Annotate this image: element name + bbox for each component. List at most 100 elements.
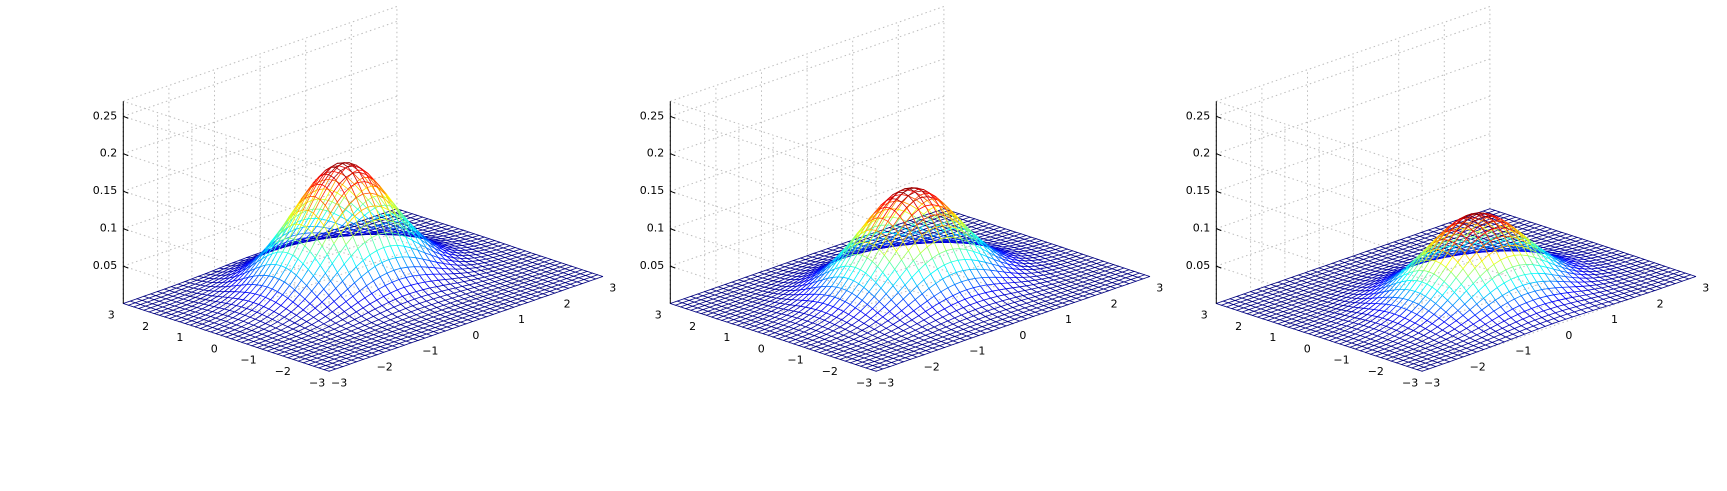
mesh-segment bbox=[753, 322, 762, 327]
mesh-segment bbox=[295, 335, 303, 339]
mesh-segment bbox=[733, 288, 741, 293]
mesh-segment bbox=[748, 280, 757, 284]
mesh-segment bbox=[417, 308, 424, 313]
mesh-segment bbox=[736, 322, 745, 326]
mesh-segment bbox=[447, 235, 456, 238]
mesh-segment bbox=[304, 195, 311, 199]
mesh-segment bbox=[875, 282, 882, 289]
mesh-segment bbox=[489, 249, 497, 253]
mesh-segment bbox=[411, 213, 418, 216]
mesh-segment bbox=[372, 220, 379, 235]
mesh-segment bbox=[530, 291, 539, 295]
gridline-z bbox=[123, 115, 330, 185]
mesh-segment bbox=[400, 225, 407, 238]
mesh-segment bbox=[873, 243, 880, 249]
mesh-segment bbox=[461, 300, 470, 304]
mesh-segment bbox=[417, 281, 426, 284]
mesh-segment bbox=[143, 309, 150, 313]
mesh-segment bbox=[198, 317, 205, 321]
mesh-segment bbox=[429, 236, 437, 239]
mesh-segment bbox=[342, 349, 351, 354]
mesh-segment bbox=[382, 223, 391, 230]
mesh-segment bbox=[456, 282, 463, 287]
mesh-segment bbox=[504, 257, 511, 260]
mesh-segment bbox=[389, 203, 398, 211]
mesh-segment bbox=[549, 277, 556, 280]
mesh-segment bbox=[436, 307, 443, 311]
mesh-segment bbox=[676, 298, 685, 302]
mesh-segment bbox=[482, 251, 491, 254]
mesh-segment bbox=[813, 347, 822, 352]
mesh-segment bbox=[856, 345, 863, 349]
mesh-segment bbox=[878, 209, 885, 219]
mesh-segment bbox=[383, 245, 391, 248]
mesh-segment bbox=[187, 311, 196, 316]
mesh-segment bbox=[184, 278, 193, 282]
mesh-segment bbox=[734, 314, 742, 318]
mesh-segment bbox=[878, 301, 885, 308]
mesh-segment bbox=[369, 327, 376, 331]
mesh-segment bbox=[430, 221, 439, 225]
mesh-segment bbox=[174, 302, 182, 307]
mesh-segment bbox=[353, 183, 362, 193]
mesh-segment bbox=[779, 274, 788, 279]
mesh-segment bbox=[456, 298, 465, 302]
mesh-segment bbox=[704, 291, 711, 294]
mesh-segment bbox=[813, 335, 820, 338]
mesh-segment bbox=[527, 288, 533, 291]
mesh-segment bbox=[417, 306, 426, 310]
mesh-segment bbox=[483, 247, 492, 251]
mesh-segment bbox=[239, 331, 246, 334]
mesh-segment bbox=[866, 244, 873, 250]
mesh-segment bbox=[349, 349, 356, 353]
mesh-segment bbox=[574, 269, 583, 273]
mesh-segment bbox=[786, 262, 793, 265]
mesh-segment bbox=[836, 334, 844, 339]
mesh-segment bbox=[246, 275, 254, 286]
mesh-segment bbox=[374, 308, 381, 314]
mesh-segment bbox=[264, 253, 273, 266]
mesh-segment bbox=[434, 238, 443, 240]
mesh-segment bbox=[402, 295, 409, 303]
mesh-segment bbox=[716, 315, 724, 320]
mesh-segment bbox=[810, 274, 817, 278]
mesh-segment bbox=[236, 337, 244, 341]
mesh-segment bbox=[338, 253, 345, 265]
mesh-segment bbox=[431, 279, 439, 282]
y-tick-label: 0 bbox=[211, 342, 218, 355]
mesh-segment bbox=[441, 322, 450, 326]
mesh-segment bbox=[331, 306, 340, 313]
mesh-segment bbox=[439, 253, 448, 257]
mesh-segment bbox=[410, 217, 417, 220]
mesh-segment bbox=[463, 296, 472, 300]
mesh-segment bbox=[359, 339, 366, 342]
mesh-segment bbox=[769, 284, 777, 289]
mesh-segment bbox=[883, 254, 890, 263]
mesh-segment bbox=[758, 272, 765, 275]
mesh-segment bbox=[482, 252, 489, 256]
mesh-segment bbox=[712, 312, 719, 316]
mesh-segment bbox=[355, 196, 364, 205]
mesh-segment bbox=[316, 343, 323, 347]
mesh-segment bbox=[538, 271, 547, 275]
gridline-top bbox=[670, 6, 945, 102]
mesh-segment bbox=[851, 355, 860, 360]
mesh-segment bbox=[854, 329, 863, 335]
mesh-segment bbox=[304, 193, 311, 205]
mesh-segment bbox=[424, 304, 433, 308]
mesh-segment bbox=[468, 315, 475, 318]
mesh-segment bbox=[803, 287, 812, 295]
mesh-segment bbox=[465, 293, 472, 297]
mesh-segment bbox=[326, 347, 333, 350]
mesh-segment bbox=[829, 353, 838, 357]
mesh-segment bbox=[419, 274, 427, 276]
mesh-segment bbox=[287, 239, 294, 245]
mesh-segment bbox=[825, 312, 832, 316]
mesh-segment bbox=[241, 339, 249, 343]
mesh-segment bbox=[441, 224, 449, 228]
mesh-segment bbox=[314, 345, 323, 349]
mesh-segment bbox=[297, 226, 304, 235]
mesh-segment bbox=[499, 255, 506, 258]
mesh-segment bbox=[247, 322, 255, 326]
mesh-segment bbox=[912, 225, 919, 229]
